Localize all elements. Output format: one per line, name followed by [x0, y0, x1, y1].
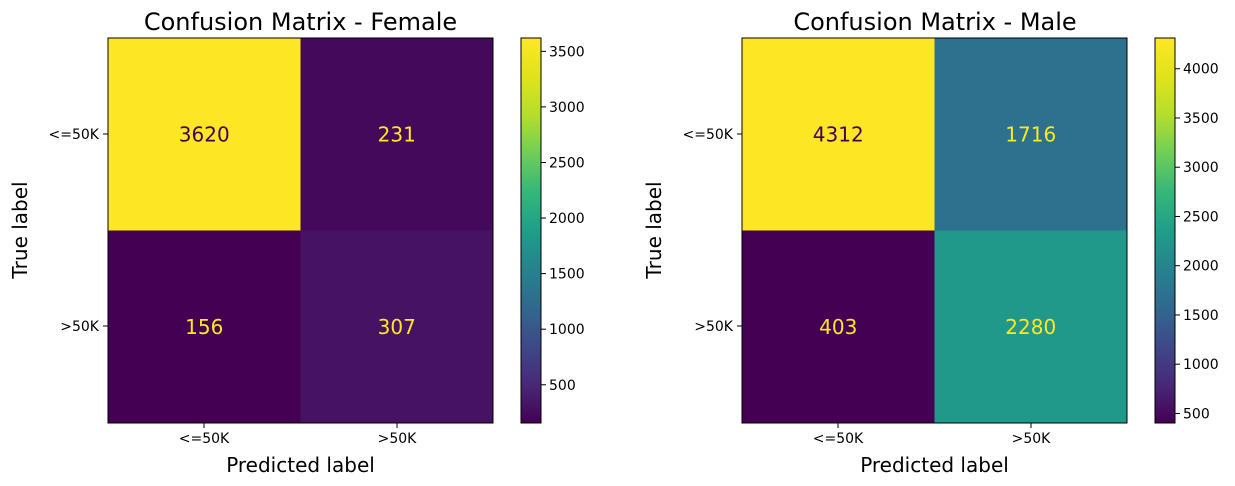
y-tick-label: <=50K	[49, 127, 100, 143]
colorbar: 500 1000 1500 2000 2500 3000 3500	[520, 37, 585, 424]
heatmap-cell	[300, 38, 494, 231]
colorbar-tick-label: 4000	[1183, 62, 1219, 78]
colorbar-tick-label: 500	[1183, 406, 1210, 422]
heatmap-cells: 4312 1716 403 2280	[742, 38, 1128, 424]
colorbar-tick-label: 3000	[1183, 160, 1219, 176]
colorbar-tick-label: 1000	[549, 322, 585, 338]
cell-value-label: 231	[378, 122, 416, 146]
heatmap-cell	[934, 230, 1128, 424]
heatmap-cell	[742, 38, 935, 231]
x-axis-label: Predicted label	[860, 453, 1009, 477]
colorbar-gradient	[1154, 37, 1176, 424]
y-axis-label: True label	[642, 181, 666, 279]
plot-frame	[107, 37, 494, 424]
colorbar-tick-label: 3500	[1183, 111, 1219, 127]
colorbar-tick-label: 2500	[1183, 209, 1219, 225]
heatmap-cell	[742, 230, 935, 424]
cell-value-label: 2280	[1005, 315, 1056, 339]
cell-value-label: 4312	[813, 122, 864, 146]
heatmap-cells: 3620 231 156 307	[108, 38, 494, 424]
colorbar: 500 1000 1500 2000 2500 3000 3500 4000	[1154, 37, 1219, 424]
cell-value-label: 403	[819, 315, 857, 339]
x-tick-label: >50K	[1012, 431, 1052, 447]
heatmap-cell	[300, 230, 494, 424]
x-tick-label: <=50K	[179, 431, 230, 447]
colorbar-tick-label: 1500	[549, 267, 585, 283]
colorbar-tick-label: 500	[549, 378, 576, 394]
cell-value-label: 307	[378, 315, 416, 339]
chart-title: Confusion Matrix - Female	[144, 8, 457, 36]
colorbar-tick-label: 3000	[549, 100, 585, 116]
colorbar-tick-label: 2000	[549, 211, 585, 227]
colorbar-tick-label: 3500	[549, 44, 585, 60]
y-tick-label: <=50K	[683, 127, 734, 143]
colorbar-tick-label: 2000	[1183, 259, 1219, 275]
x-tick-label: <=50K	[813, 431, 864, 447]
colorbar-ticks: 500 1000 1500 2000 2500 3000 3500	[541, 44, 585, 394]
heatmap-cell	[108, 38, 301, 231]
colorbar-gradient	[520, 37, 542, 424]
colorbar-tick-label: 1000	[1183, 357, 1219, 373]
heatmap-cell	[108, 230, 301, 424]
y-tick-label: >50K	[694, 319, 734, 335]
colorbar-tick-label: 1500	[1183, 308, 1219, 324]
x-tick-label: >50K	[378, 431, 418, 447]
cell-value-label: 156	[185, 315, 223, 339]
plot-frame	[741, 37, 1128, 424]
y-axis-label: True label	[8, 181, 32, 279]
x-axis-label: Predicted label	[226, 453, 375, 477]
colorbar-ticks: 500 1000 1500 2000 2500 3000 3500 4000	[1175, 62, 1219, 422]
heatmap-cell	[934, 38, 1128, 231]
cell-value-label: 3620	[179, 122, 230, 146]
colorbar-tick-label: 2500	[549, 155, 585, 171]
chart-title: Confusion Matrix - Male	[793, 8, 1076, 36]
y-tick-label: >50K	[60, 319, 100, 335]
cell-value-label: 1716	[1005, 122, 1056, 146]
